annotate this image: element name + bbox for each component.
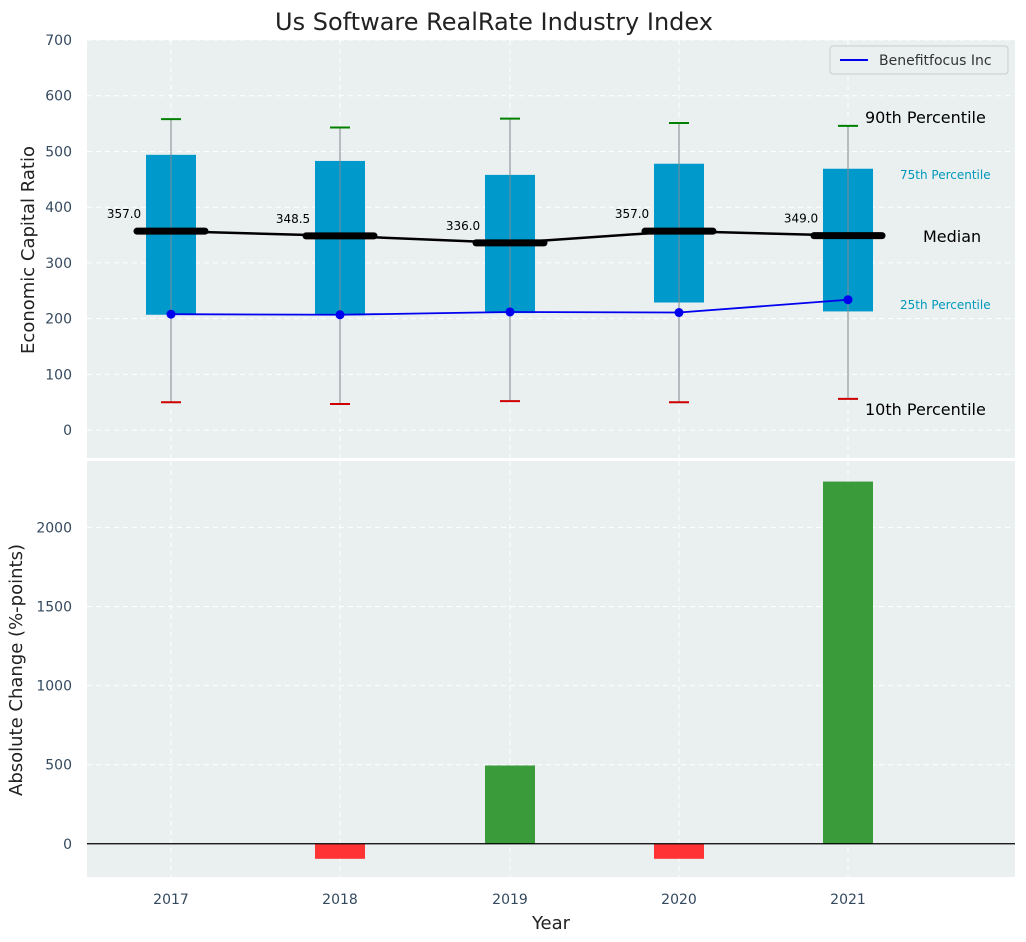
annotation-75th: 75th Percentile (900, 168, 991, 182)
legend-label: Benefitfocus Inc (879, 53, 992, 69)
top-y-tick-label: 700 (45, 33, 72, 49)
top-y-tick-label: 200 (45, 312, 72, 328)
top-y-ticks: 0 100 200 300 400 500 600 700 (45, 33, 72, 439)
top-y-tick-label: 100 (45, 367, 72, 383)
top-y-tick-label: 500 (45, 144, 72, 160)
median-series: 357.0 348.5 336.0 357.0 349.0 (107, 207, 886, 247)
bottom-plot-area (87, 461, 1015, 877)
company-point (843, 295, 853, 305)
median-value-label: 357.0 (615, 207, 649, 221)
company-point (674, 308, 684, 318)
median-value-label: 357.0 (107, 207, 141, 221)
top-y-tick-label: 600 (45, 89, 72, 105)
company-series (166, 295, 853, 320)
top-y-axis-label: Economic Capital Ratio (18, 146, 39, 354)
median-value-label: 348.5 (276, 212, 310, 226)
median-value-label: 349.0 (784, 212, 818, 226)
legend-box (829, 45, 1009, 75)
bottom-y-axis-label: Absolute Change (%-points) (6, 544, 27, 796)
annotation-25th: 25th Percentile (900, 298, 991, 312)
bottom-y-ticks: 0 500 1000 1500 2000 (36, 520, 72, 852)
top-y-tick-label: 400 (45, 200, 72, 216)
bottom-y-tick-label: 1000 (36, 679, 72, 695)
top-y-tick-label: 300 (45, 256, 72, 272)
annotation-10th: 10th Percentile (865, 400, 986, 419)
change-bar (485, 765, 535, 844)
x-tick-label: 2019 (492, 892, 528, 908)
median-value-label: 336.0 (446, 219, 480, 233)
chart-title: Us Software RealRate Industry Index (275, 8, 713, 36)
annotation-median: Median (923, 227, 981, 246)
bottom-y-tick-label: 1500 (36, 600, 72, 616)
x-ticks: 2017 2018 2019 2020 2021 (153, 892, 866, 908)
annotation-90th: 90th Percentile (865, 108, 986, 127)
company-point (505, 307, 515, 317)
change-bar (654, 843, 704, 859)
change-bar (823, 481, 873, 844)
x-tick-label: 2018 (322, 892, 358, 908)
change-bar (315, 843, 365, 859)
bottom-y-tick-label: 2000 (36, 520, 72, 536)
change-bars (87, 481, 1015, 859)
legend: Benefitfocus Inc (829, 45, 1009, 75)
x-axis-label: Year (531, 913, 571, 934)
top-plot-area (87, 40, 1015, 458)
x-tick-label: 2017 (153, 892, 189, 908)
top-y-tick-label: 0 (63, 423, 72, 439)
company-point (166, 309, 176, 319)
bottom-y-tick-label: 500 (45, 758, 72, 774)
company-point (335, 310, 345, 320)
x-tick-label: 2020 (661, 892, 697, 908)
bottom-y-tick-label: 0 (63, 837, 72, 853)
x-tick-label: 2021 (830, 892, 866, 908)
